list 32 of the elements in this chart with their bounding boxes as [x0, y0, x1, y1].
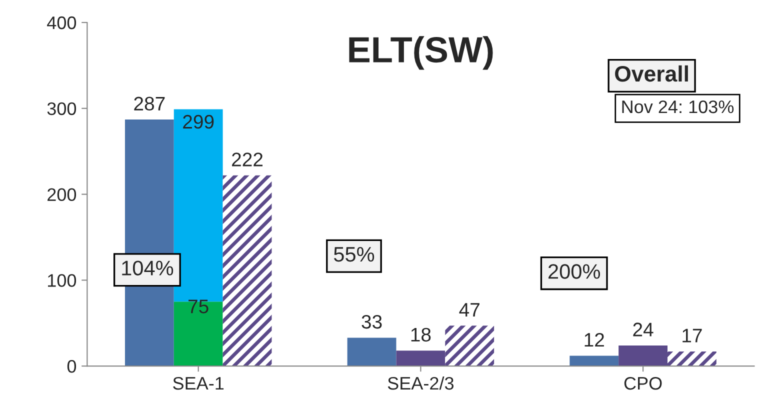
annotation: Overall [615, 65, 688, 82]
data-label: 222 [232, 152, 263, 166]
data-label: 47 [459, 303, 480, 316]
y-tick-label: 0 [67, 360, 76, 373]
data-label: 299 [183, 114, 214, 129]
y-tick-label: 200 [48, 188, 76, 201]
chart-title: ELT(SW) [349, 36, 493, 70]
annotation: Nov 24: 103% [622, 100, 734, 114]
y-tick-label: 400 [47, 16, 76, 30]
data-label: 18 [411, 328, 431, 342]
data-label: 12 [584, 332, 604, 347]
annotation: 104% [122, 260, 174, 276]
bar [347, 338, 396, 366]
bar [618, 345, 668, 366]
data-label: 75 [188, 300, 208, 314]
data-label: 287 [134, 96, 165, 111]
bar [222, 175, 272, 366]
bar [570, 356, 619, 366]
bar [445, 326, 494, 366]
x-tick-label: SEA-2/3 [388, 376, 454, 390]
data-label: 17 [682, 328, 702, 342]
x-tick-label: SEA-1 [173, 376, 224, 390]
bar [667, 351, 716, 366]
bar [174, 302, 223, 366]
annotation: 200% [548, 264, 600, 279]
y-tick-label: 100 [48, 274, 76, 287]
annotation: 55% [334, 247, 374, 262]
data-label: 33 [362, 314, 382, 329]
bar [396, 350, 446, 366]
data-label: 24 [633, 322, 654, 336]
y-tick-label: 300 [47, 102, 76, 116]
x-tick-label: CPO [624, 376, 662, 390]
